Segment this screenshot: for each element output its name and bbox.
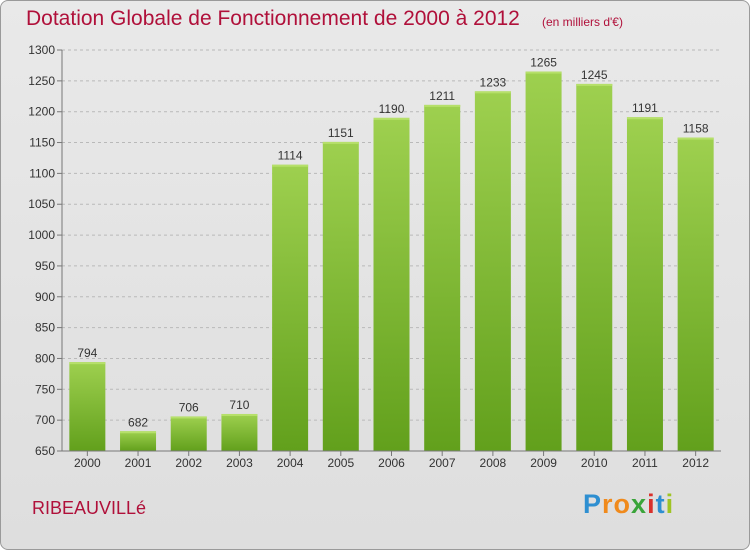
bar [626,117,663,451]
bar [272,164,309,452]
y-tick-label: 900 [35,290,55,304]
x-tick-label: 2002 [175,456,202,470]
axes [57,49,721,456]
x-tick-label: 2005 [327,456,354,470]
labels: 650 700 750 800 850 900 950 1000 1050 1100 1150 120… [28,43,709,470]
proxiti-logo[interactable]: Proxiti [583,489,674,520]
y-tick-label: 1100 [29,166,55,180]
town-name: RIBEAUVILLé [32,498,147,518]
x-tick-label: 2010 [581,456,608,470]
logo-letter: o [613,489,632,519]
y-tick-label: 1050 [28,197,55,211]
x-tick-label: 2009 [530,456,557,470]
y-tick-label: 800 [35,351,55,365]
bar-highlight [373,117,410,120]
bar-value-label: 1190 [379,102,405,116]
bar [424,104,461,451]
bar [221,413,258,451]
bar-value-label: 1191 [632,101,658,115]
y-tick-label: 1200 [28,105,55,119]
x-tick-label: 2000 [74,456,101,470]
bar-highlight [677,137,714,140]
bar-value-label: 1211 [429,89,455,103]
bar [474,91,511,451]
logo-letter: r [602,489,614,519]
bar-value-label: 682 [128,415,148,429]
bar-highlight [626,117,663,120]
y-tick-label: 700 [35,413,55,427]
x-tick-label: 2003 [226,456,253,470]
bar-highlight [120,431,157,434]
x-tick-label: 2004 [277,456,304,470]
bar-highlight [272,164,309,167]
bar [170,416,207,451]
logo-letter: x [631,489,648,519]
logo-letter: i [665,489,675,519]
x-tick-label: 2001 [125,456,152,470]
bar-value-label: 706 [179,400,199,414]
y-tick-label: 1250 [28,74,55,88]
bar [322,141,359,451]
bar-highlight [576,83,613,86]
logo-letter: P [583,489,603,519]
bar [373,117,410,451]
x-tick-label: 2006 [378,456,405,470]
bar-value-label: 1233 [480,75,507,89]
bar-highlight [322,141,359,144]
y-tick-label: 1150 [29,136,55,150]
chart-subtitle: (en milliers d'€) [542,15,623,29]
logo-letter: i [647,489,656,519]
bar [69,362,106,451]
bar [525,71,562,451]
y-tick-label: 1000 [28,228,55,242]
bar-value-label: 1151 [328,126,354,140]
bar [576,83,613,451]
bar-value-label: 1114 [278,149,303,163]
x-tick-label: 2011 [632,456,658,470]
bars [69,71,714,452]
y-tick-label: 1300 [28,43,55,57]
bar-highlight [525,71,562,74]
y-tick-label: 650 [35,444,55,458]
bar-value-label: 1245 [581,68,608,82]
bar-value-label: 1158 [683,122,709,136]
bar [677,137,714,451]
chart-title: Dotation Globale de Fonctionnement de 20… [26,7,520,30]
y-tick-label: 750 [35,382,55,396]
y-tick-label: 950 [35,259,55,273]
bar-highlight [221,413,258,416]
y-tick-label: 850 [35,321,55,335]
bar-highlight [424,104,461,107]
x-tick-label: 2007 [429,456,456,470]
logo-letter: t [655,489,666,519]
bar-highlight [170,416,207,419]
bar-value-label: 710 [229,398,249,412]
bar [120,431,157,451]
bar-value-label: 794 [77,346,97,360]
bar-value-label: 1265 [530,56,557,70]
bar-highlight [69,362,106,365]
x-tick-label: 2012 [682,456,709,470]
x-tick-label: 2008 [480,456,507,470]
bar-highlight [474,91,511,94]
